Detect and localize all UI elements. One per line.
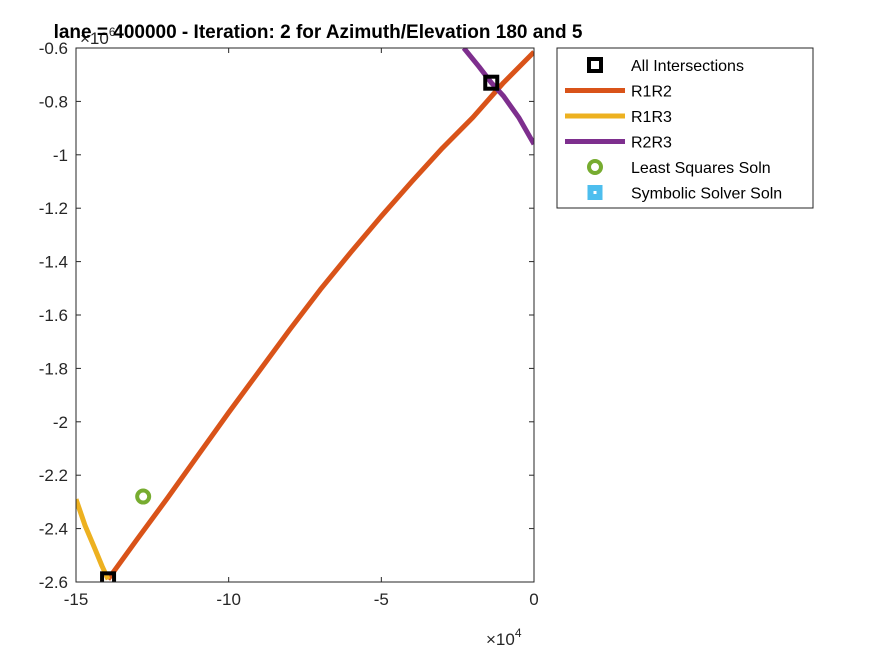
plot-area — [76, 48, 534, 582]
y-tick-label: -0.6 — [39, 39, 68, 58]
y-axis-multiplier-exponent: 6 — [109, 25, 116, 39]
symbolic-solver-marker-center-legend — [593, 191, 597, 194]
y-tick-label: -2.2 — [39, 466, 68, 485]
least-squares-marker-legend — [587, 159, 603, 175]
legend-label: R2R3 — [631, 135, 672, 152]
intersection-marker-legend — [587, 57, 603, 73]
y-tick-label: -2.4 — [39, 520, 68, 539]
y-axis: -2.6 -2.4 -2.2 -2 -1.8 -1.6 -1.4 -1.2 -1 -0.8 -0.6 — [39, 39, 534, 592]
y-tick-label: -1.2 — [39, 199, 68, 218]
y-tick-label: -2.6 — [39, 573, 68, 592]
legend-label: Symbolic Solver Soln — [631, 186, 782, 203]
y-tick-label: -2 — [53, 413, 68, 432]
legend-box — [556, 47, 814, 209]
y-tick-label: -1.8 — [39, 359, 68, 378]
legend-label: R1R2 — [631, 84, 672, 101]
x-axis-multiplier: ×104 — [486, 626, 522, 649]
x-tick-label: -10 — [216, 590, 241, 609]
series-line-r1r2 — [106, 50, 534, 581]
x-tick-label: -5 — [374, 590, 389, 609]
legend-label: All Intersections — [631, 58, 744, 75]
x-tick-label: -15 — [64, 590, 89, 609]
intersection-marker — [483, 74, 500, 91]
y-axis-multiplier: ×106 — [80, 25, 116, 48]
y-tick-label: -1.4 — [39, 253, 68, 272]
least-squares-marker — [135, 488, 152, 505]
intersection-marker — [100, 571, 117, 582]
chart-title: lane = 400000 - Iteration: 2 for Azimuth… — [54, 22, 583, 43]
y-tick-label: -1.6 — [39, 306, 68, 325]
y-tick-label: -0.8 — [39, 92, 68, 111]
legend-label: Least Squares Soln — [631, 160, 771, 177]
y-tick-label: -1 — [53, 146, 68, 165]
x-axis: -15 -10 -5 0 — [64, 48, 539, 609]
legend-label: R1R3 — [631, 109, 672, 126]
series-line-r1r3 — [76, 498, 111, 581]
x-tick-label: 0 — [529, 590, 538, 609]
legend: All Intersections R1R2 R1R3 R2R3 Least Squar… — [556, 47, 814, 209]
x-axis-multiplier-exponent: 4 — [515, 626, 522, 640]
